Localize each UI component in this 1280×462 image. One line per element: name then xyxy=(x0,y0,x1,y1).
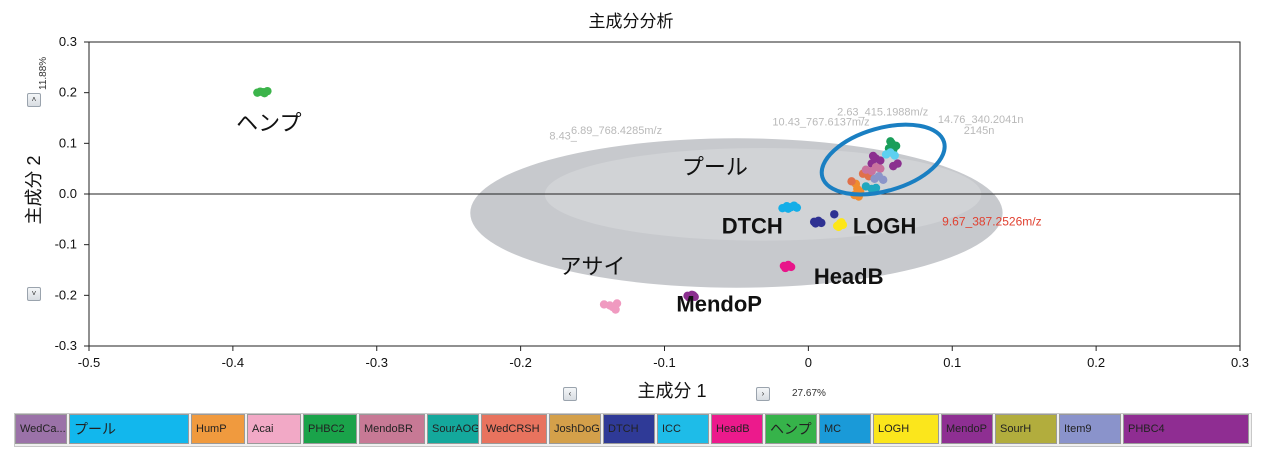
x-left-button[interactable]: ‹ xyxy=(563,387,577,401)
score-point xyxy=(861,182,871,191)
cloud-label: 8.43_ xyxy=(549,130,577,142)
legend-item[interactable]: PHBC4 xyxy=(1123,414,1249,444)
x-tick-label: -0.5 xyxy=(78,355,100,370)
x-tick-label: -0.2 xyxy=(509,355,531,370)
score-point xyxy=(792,203,802,212)
pca-score-plot: -0.5 -0.4 -0.3 -0.2 -0.1 0 0.1 0.2 0.3 0.3 0.2 0.1 0… xyxy=(24,12,1249,401)
legend-item[interactable]: MC xyxy=(819,414,871,444)
group-label: LOGH xyxy=(853,214,917,239)
score-point xyxy=(834,222,843,232)
highlighted-variable-label: 9.67_387.2526m/z xyxy=(942,214,1041,228)
x-tick-label: -0.1 xyxy=(653,355,675,370)
cloud-label: 2145n xyxy=(964,125,995,137)
legend-item[interactable]: SourH xyxy=(995,414,1057,444)
score-point xyxy=(689,291,698,300)
legend-item[interactable]: PHBC2 xyxy=(303,414,357,444)
legend-item[interactable]: Item9 xyxy=(1059,414,1121,444)
legend-item[interactable]: WedCRSH xyxy=(481,414,547,444)
cloud-label: 10.43_767.6137m/z xyxy=(772,117,869,129)
y-tick-label: -0.2 xyxy=(55,287,77,302)
score-point xyxy=(830,210,839,219)
legend-item[interactable]: LOGH xyxy=(873,414,939,444)
y-tick-label: 0.1 xyxy=(59,135,77,150)
legend: WedCa... プール HumP Acai PHBC2 MendoBR SourAOG We… xyxy=(14,413,1252,447)
x-tick-label: 0 xyxy=(805,355,812,370)
cloud-label: 14.76_340.2041n xyxy=(938,114,1024,126)
legend-item[interactable]: ICC xyxy=(657,414,709,444)
x-tick-label: 0.1 xyxy=(943,355,961,370)
legend-item[interactable]: JoshDoG xyxy=(549,414,601,444)
legend-item[interactable]: HumP xyxy=(191,414,245,444)
x-right-button[interactable]: › xyxy=(756,387,770,401)
group-label: プール xyxy=(682,155,748,180)
y-tick-label: 0.2 xyxy=(59,85,77,100)
group-label: HeadB xyxy=(814,264,884,289)
score-point xyxy=(811,219,820,228)
legend-item[interactable]: MendoP xyxy=(941,414,993,444)
x-tick-label: -0.4 xyxy=(222,355,244,370)
legend-item[interactable]: ヘンプ xyxy=(765,414,817,444)
cloud-label: 6.89_768.4285m/z xyxy=(571,125,662,137)
score-point xyxy=(890,151,899,160)
score-point xyxy=(893,159,902,168)
score-point xyxy=(605,301,615,310)
legend-item[interactable]: HeadB xyxy=(711,414,763,444)
group-label: アサイ xyxy=(560,254,626,279)
group-label: DTCH xyxy=(722,214,783,239)
x-axis-title: 主成分 1 xyxy=(637,381,706,401)
score-point xyxy=(847,177,856,186)
x-tick-label: 0.3 xyxy=(1231,355,1249,370)
x-tick-label: 0.2 xyxy=(1087,355,1105,370)
score-point xyxy=(868,151,878,161)
score-point xyxy=(871,162,881,172)
score-point xyxy=(886,137,895,146)
score-point xyxy=(871,183,881,193)
pool-cluster-ellipse xyxy=(819,122,947,197)
legend-item[interactable]: MendoBR xyxy=(359,414,425,444)
chart-title: 主成分分析 xyxy=(589,12,674,31)
legend-item[interactable]: Acai xyxy=(247,414,301,444)
x-variance-percent: 27.67% xyxy=(792,388,826,399)
y-tick-label: 0.0 xyxy=(59,186,77,201)
y-axis-title: 主成分 2 xyxy=(24,155,44,224)
score-point xyxy=(878,175,888,185)
legend-item[interactable]: DTCH xyxy=(603,414,655,444)
y-tick-label: -0.1 xyxy=(55,237,77,252)
score-point xyxy=(784,204,793,213)
plot-area: -0.5 -0.4 -0.3 -0.2 -0.1 0 0.1 0.2 0.3 0.3 0.2 0.1 0… xyxy=(55,34,1249,370)
group-label: MendoP xyxy=(676,292,762,317)
score-point xyxy=(785,262,794,271)
legend-item[interactable]: SourAOG xyxy=(427,414,479,444)
score-point xyxy=(876,156,885,165)
x-tick-label: -0.3 xyxy=(366,355,388,370)
cloud-label: 2.63_415.1988m/z xyxy=(837,106,928,118)
y-variance-percent: 11.88% xyxy=(38,57,49,90)
legend-item[interactable]: プール xyxy=(69,414,189,444)
legend-item[interactable]: WedCa... xyxy=(15,414,67,444)
y-tick-label: 0.3 xyxy=(59,34,77,49)
y-down-button[interactable]: ˅ xyxy=(27,287,41,301)
group-label: ヘンプ xyxy=(236,111,301,136)
y-tick-label: -0.3 xyxy=(55,338,77,353)
score-point xyxy=(258,87,268,97)
y-up-button[interactable]: ˄ xyxy=(27,93,41,107)
